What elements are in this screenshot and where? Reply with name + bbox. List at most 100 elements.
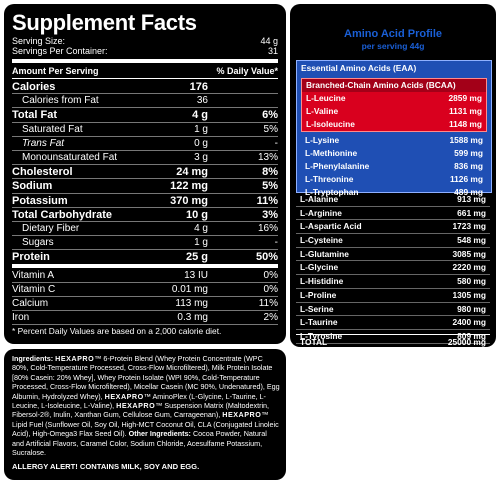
amino-title: Amino Acid Profile bbox=[344, 28, 442, 40]
supplement-facts-panel: Supplement Facts Serving Size: 44 g Serv… bbox=[4, 4, 286, 344]
amino-value: 3085 mg bbox=[452, 248, 486, 259]
nutrient-label: Potassium bbox=[12, 194, 68, 207]
serving-size-line: Serving Size: 44 g bbox=[12, 36, 278, 47]
amino-value: 980 mg bbox=[457, 303, 486, 314]
row-divider bbox=[12, 249, 278, 251]
nutrient-row: Monounsaturated Fat 3 g 13% bbox=[12, 151, 278, 165]
nutrient-dv: 5% bbox=[263, 123, 278, 135]
aminoplex-text: AminoPlex (L-Glycine, L-Taurine, L-Leuci… bbox=[12, 391, 266, 411]
nutrient-dv: 2% bbox=[263, 312, 278, 324]
bcaa-box: Branched-Chain Amino Acids (BCAA) L-Leuc… bbox=[301, 78, 487, 133]
amino-name: L-Phenylalanine bbox=[305, 161, 370, 172]
nutrient-amount: 0.3 mg bbox=[177, 312, 208, 324]
nutrient-row: Calories from Fat 36 bbox=[12, 94, 278, 108]
total-value: 25000 mg bbox=[447, 337, 486, 347]
amino-value: 599 mg bbox=[454, 148, 483, 159]
amino-name: L-Cysteine bbox=[300, 235, 343, 246]
servings-line: Servings Per Container: 31 bbox=[12, 46, 278, 57]
eaa-rows: L-Lysine 1588 mg L-Methionine 599 mg L-Pheny… bbox=[301, 134, 487, 199]
nutrient-label: Monounsaturated Fat bbox=[22, 152, 118, 163]
amino-name: L-Valine bbox=[306, 106, 339, 117]
amino-row: L-Histidine 580 mg bbox=[296, 275, 490, 289]
nutrient-row: Total Carbohydrate 10 g 3% bbox=[12, 208, 278, 222]
amino-row: L-Isoleucine 1148 mg bbox=[302, 118, 486, 131]
amino-row: L-Leucine 2859 mg bbox=[302, 92, 486, 105]
amino-name: L-Taurine bbox=[300, 317, 338, 328]
ingredients-panel: Ingredients: HEXAPRO™ 6-Protein Blend (W… bbox=[4, 349, 286, 480]
amino-name: L-Tyrosine bbox=[300, 330, 343, 341]
nutrient-label: Total Carbohydrate bbox=[12, 208, 113, 221]
nutrient-label: Vitamin A bbox=[12, 269, 55, 281]
row-divider bbox=[12, 107, 278, 109]
amino-row: L-Aspartic Acid 1723 mg bbox=[296, 220, 490, 235]
row-divider bbox=[12, 206, 278, 208]
amino-subtitle: per serving 44g bbox=[361, 41, 425, 51]
eaa-header: Essential Amino Acids (EAA) bbox=[301, 63, 417, 73]
amino-row: L-Phenylalanine 836 mg bbox=[301, 160, 487, 173]
amino-name: L-Alanine bbox=[300, 194, 339, 204]
nutrient-row: Vitamin C 0.01 mg 0% bbox=[12, 283, 278, 297]
brand-logo: HEXAPRO bbox=[222, 410, 262, 420]
nutrient-amount: 4 g bbox=[194, 223, 208, 234]
nutrient-dv: 11% bbox=[258, 298, 278, 309]
trademark: ™ bbox=[94, 354, 102, 363]
nutrient-dv: 5% bbox=[262, 180, 278, 193]
amino-row: L-Lysine 1588 mg bbox=[301, 134, 487, 147]
other-amino-rows: L-Alanine 913 mg L-Arginine 661 mg L-Asparti… bbox=[296, 193, 490, 344]
amino-value: 489 mg bbox=[454, 187, 483, 198]
total-line: TOTAL 25000 mg bbox=[296, 336, 490, 349]
amount-header: Amount Per Serving bbox=[12, 66, 99, 76]
amino-name: L-Leucine bbox=[306, 93, 346, 104]
amino-name: L-Tryptophan bbox=[305, 187, 359, 198]
row-divider bbox=[12, 178, 278, 180]
nutrient-row: Vitamin A 13 IU 0% bbox=[12, 269, 278, 283]
row-divider bbox=[12, 263, 278, 268]
nutrient-label: Protein bbox=[12, 251, 50, 264]
nutrient-row: Saturated Fat 1 g 5% bbox=[12, 123, 278, 137]
amino-row: L-Serine 980 mg bbox=[296, 303, 490, 317]
allergy-alert: ALLERGY ALERT! CONTAINS MILK, SOY AND EG… bbox=[12, 462, 200, 472]
amino-value: 548 mg bbox=[457, 235, 486, 246]
nutrient-label: Cholesterol bbox=[12, 166, 73, 179]
amino-value: 2859 mg bbox=[448, 93, 482, 104]
bcaa-rows: L-Leucine 2859 mg L-Valine 1131 mg L-Isoleuc… bbox=[302, 92, 486, 131]
nutrient-dv: 50% bbox=[255, 251, 278, 264]
amino-value: 1305 mg bbox=[452, 289, 486, 300]
nutrient-row: Calcium 113 mg 11% bbox=[12, 297, 278, 311]
nutrient-row: Calories 176 bbox=[12, 80, 278, 94]
amino-name: L-Histidine bbox=[300, 276, 344, 287]
total-label: TOTAL bbox=[300, 337, 328, 347]
nutrient-amount: 122 mg bbox=[170, 180, 208, 193]
nutrient-label: Trans Fat bbox=[22, 137, 65, 149]
row-divider bbox=[12, 221, 278, 222]
amino-name: L-Aspartic Acid bbox=[300, 221, 362, 232]
nutrient-amount: 113 mg bbox=[175, 298, 208, 309]
blend-text: 6-Protein Blend (Whey Protein Concentrat… bbox=[12, 354, 280, 401]
nutrient-amount: 24 mg bbox=[176, 166, 208, 179]
nutrient-dv: 13% bbox=[257, 152, 278, 163]
amino-row: L-Tyrosine 809 mg bbox=[296, 330, 490, 344]
header-rule bbox=[12, 78, 278, 79]
nutrient-dv: 6% bbox=[262, 109, 278, 122]
nutrient-label: Calories from Fat bbox=[22, 95, 99, 107]
trademark: ™ bbox=[261, 410, 269, 420]
amino-name: L-Threonine bbox=[305, 174, 354, 185]
thick-rule bbox=[12, 59, 278, 63]
amino-title-block: Amino Acid Profile per serving 44g bbox=[290, 4, 496, 64]
row-divider bbox=[12, 281, 278, 283]
nutrient-dv: 16% bbox=[257, 223, 278, 234]
dv-header: % Daily Value* bbox=[216, 66, 278, 76]
amino-name: L-Glutamine bbox=[300, 248, 349, 259]
nutrient-amount: 1 g bbox=[194, 123, 208, 135]
amino-row: L-Arginine 661 mg bbox=[296, 207, 490, 221]
row-divider bbox=[12, 235, 278, 237]
brand-logo: HEXAPRO bbox=[116, 401, 156, 411]
other-ingredients-text: Cocoa Powder, Natural and Artificial Fla… bbox=[12, 429, 267, 458]
nutrient-label: Total Fat bbox=[12, 109, 58, 122]
nutrient-amount: 36 bbox=[196, 95, 208, 107]
footnote: * Percent Daily Values are based on a 2,… bbox=[12, 326, 222, 336]
amino-value: 836 mg bbox=[454, 161, 483, 172]
nutrient-label: Calcium bbox=[12, 298, 49, 309]
nutrient-dv: - bbox=[274, 137, 278, 149]
lipid-text: Lipid Fuel (Sunflower Oil, Soy Oil, High… bbox=[12, 419, 279, 439]
